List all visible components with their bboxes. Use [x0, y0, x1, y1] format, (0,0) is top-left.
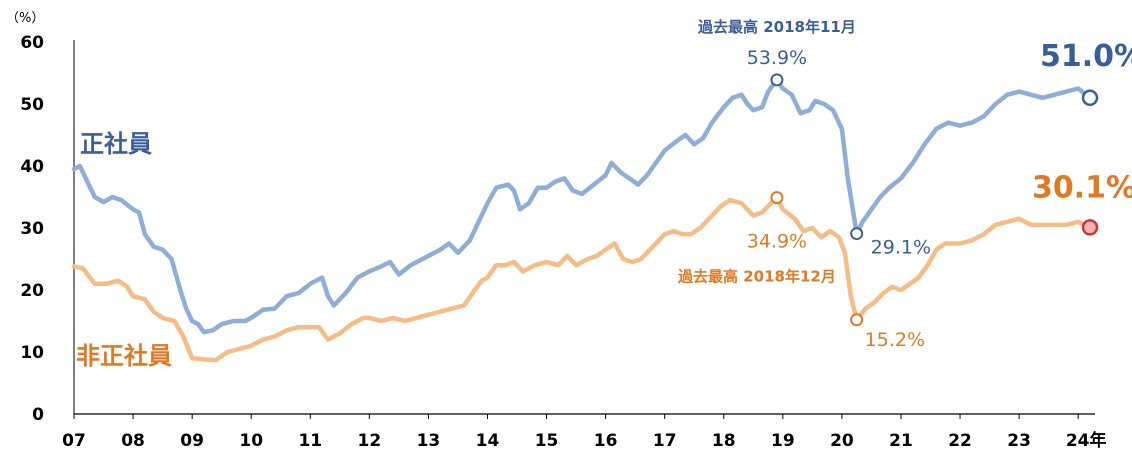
x-tick-label: 13: [417, 431, 441, 451]
annotation-marker: [850, 313, 864, 327]
y-axis-ticks: 0 10 20 30 40 50 60: [20, 33, 44, 425]
y-tick-label: 10: [20, 343, 44, 363]
x-tick-label: 16: [594, 431, 618, 451]
x-tick-label: 24年: [1066, 430, 1107, 451]
x-tick-label: 19: [771, 431, 795, 451]
x-tick-label: 10: [239, 431, 263, 451]
x-tick-label: 07: [62, 431, 86, 451]
x-tick-label: 17: [653, 431, 677, 451]
x-tick-label: 14: [476, 431, 500, 451]
annotation-marker: [1081, 89, 1099, 107]
annotation-value: 51.0%: [1040, 39, 1132, 74]
annotation-note: 過去最高 2018年11月: [697, 18, 856, 36]
annotation-value: 15.2%: [865, 329, 925, 351]
series-line-non-regular: [71, 195, 1093, 363]
y-tick-label: 30: [20, 219, 44, 239]
annotation-value: 29.1%: [871, 237, 931, 259]
x-tick-label: 22: [948, 431, 972, 451]
x-tick-label: 23: [1007, 431, 1031, 451]
annotation-note: 過去最高 2018年12月: [677, 268, 836, 286]
y-tick-label: 20: [20, 281, 44, 301]
x-tick-label: 20: [830, 431, 854, 451]
series-lines: [71, 77, 1093, 363]
y-tick-label: 60: [20, 33, 44, 53]
series-label: 正社員: [80, 130, 152, 158]
x-axis-ticks: 07 08 09 10 11 12 13 14 15 16 17 18 19 20 21 22 23 24年: [62, 414, 1107, 451]
x-tick-label: 21: [889, 431, 913, 451]
annotation-marker: [770, 73, 784, 87]
y-tick-label: 0: [32, 405, 44, 425]
annotations: 53.9% 過去最高 2018年11月 29.1% 51.0% 34.9% 過去最高 20…: [677, 18, 1132, 351]
y-axis-unit: （%）: [6, 11, 44, 26]
y-tick-label: 40: [20, 157, 44, 177]
series-line-regular: [71, 77, 1093, 335]
annotation-marker: [770, 191, 784, 205]
annotation-value: 53.9%: [747, 47, 807, 69]
x-tick-label: 15: [535, 431, 559, 451]
annotation-value: 30.1%: [1032, 170, 1132, 205]
x-tick-label: 08: [121, 431, 145, 451]
annotation-value: 34.9%: [747, 231, 807, 253]
annotation-marker: [850, 227, 864, 241]
annotation-marker: [1081, 219, 1099, 236]
x-tick-label: 18: [712, 431, 736, 451]
x-tick-label: 12: [358, 431, 382, 451]
x-tick-label: 09: [180, 431, 204, 451]
x-tick-label: 11: [298, 431, 322, 451]
y-tick-label: 50: [20, 95, 44, 115]
series-label: 非正社員: [76, 342, 172, 370]
